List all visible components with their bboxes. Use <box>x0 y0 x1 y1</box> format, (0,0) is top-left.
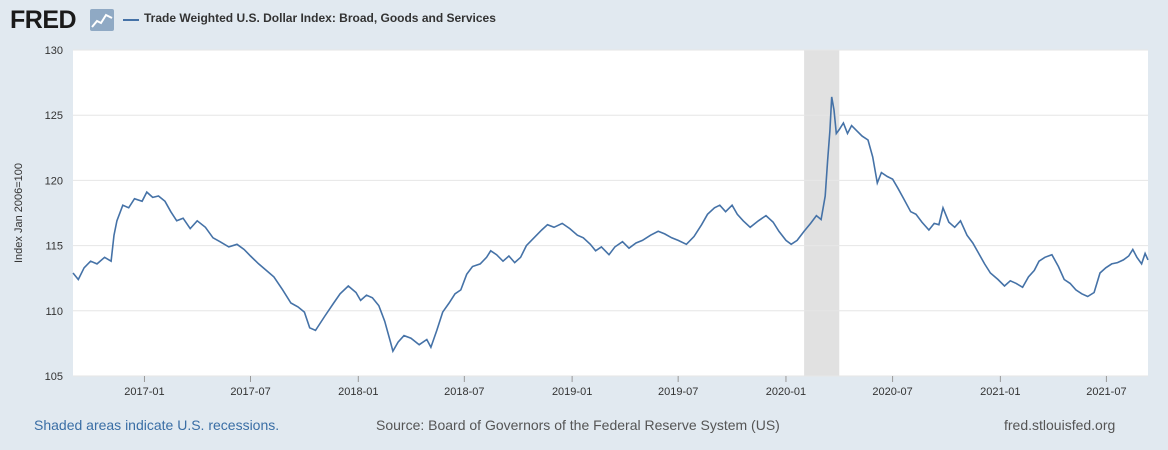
x-tick-label: 2018-01 <box>338 386 378 398</box>
line-chart: 105 110 115 120 125 130 2017-01 2017-07 2018-01… <box>13 45 1149 398</box>
legend-label: Trade Weighted U.S. Dollar Index: Broad,… <box>144 11 496 25</box>
x-tick-label: 2017-07 <box>230 386 270 398</box>
series-line <box>72 96 1149 354</box>
y-tick-label: 125 <box>45 110 63 122</box>
x-tick-label: 2019-07 <box>658 386 698 398</box>
x-tick-label: 2020-01 <box>766 386 806 398</box>
x-tick-label: 2017-01 <box>124 386 164 398</box>
source-note: Source: Board of Governors of the Federa… <box>376 417 780 433</box>
x-tick-label: 2021-01 <box>980 386 1020 398</box>
chart-header: FRED Trade Weighted U.S. Dollar Index: B… <box>0 0 1168 40</box>
plot-area <box>73 50 1148 376</box>
y-tick-label: 110 <box>45 306 63 318</box>
legend-swatch <box>123 19 139 21</box>
x-axis-ticks: 2017-01 2017-07 2018-01 2018-07 2019-01 2019-… <box>124 376 1127 398</box>
fred-logo[interactable]: FRED <box>10 6 77 34</box>
y-axis-title: Index Jan 2006=100 <box>13 163 25 263</box>
x-tick-label: 2018-07 <box>444 386 484 398</box>
y-tick-label: 115 <box>45 241 63 253</box>
x-tick-label: 2021-07 <box>1086 386 1126 398</box>
y-tick-label: 130 <box>45 45 63 57</box>
x-tick-label: 2019-01 <box>552 386 592 398</box>
site-link[interactable]: fred.stlouisfed.org <box>1004 417 1116 433</box>
x-tick-label: 2020-07 <box>872 386 912 398</box>
y-tick-label: 105 <box>45 371 63 383</box>
recession-note-link[interactable]: Shaded areas indicate U.S. recessions. <box>34 417 280 433</box>
grid-lines <box>73 49 1148 377</box>
y-tick-label: 120 <box>45 175 63 187</box>
fred-graph-icon <box>90 9 114 31</box>
y-axis-ticks: 105 110 115 120 125 130 <box>45 45 63 383</box>
